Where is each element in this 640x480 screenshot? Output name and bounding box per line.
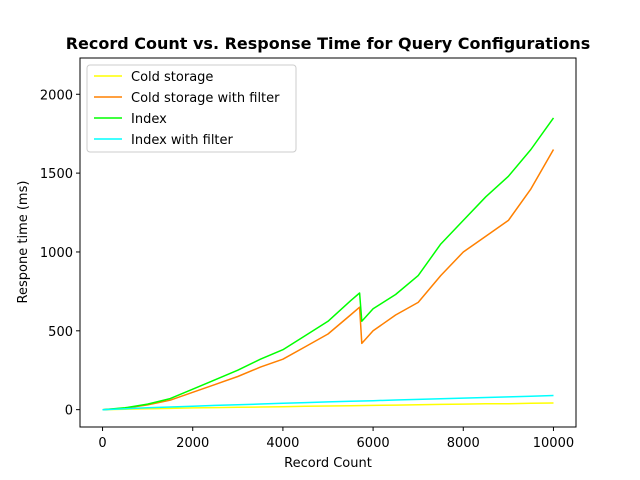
y-axis: 0 500 1000 1500 2000	[40, 88, 80, 419]
legend-label-3: Index with filter	[131, 133, 234, 148]
plot-frame	[79, 57, 577, 428]
y-tick-label: 500	[48, 325, 73, 340]
legend-box	[86, 64, 297, 153]
x-axis-title: Record Count	[284, 456, 372, 471]
x-tick-label: 6000	[357, 436, 390, 451]
legend-label-2: Index	[131, 112, 167, 127]
chart-title: Record Count vs. Response Time for Query…	[66, 34, 591, 53]
series-layer	[102, 117, 555, 411]
x-tick-label: 0	[98, 436, 106, 451]
y-tick-label: 1500	[40, 167, 73, 182]
x-tick-label: 10000	[533, 436, 574, 451]
y-tick-label: 2000	[40, 88, 73, 103]
series-line-0	[102, 402, 554, 411]
x-axis: 0 2000 4000 6000 8000 10000	[98, 427, 574, 451]
series-line-2	[102, 117, 555, 411]
y-tick-label: 0	[65, 404, 73, 419]
series-line-1	[102, 149, 555, 411]
y-tick-label: 1000	[40, 246, 73, 261]
legend-label-0: Cold storage	[131, 70, 213, 85]
x-tick-label: 4000	[266, 436, 299, 451]
legend-label-1: Cold storage with filter	[131, 91, 280, 106]
series-line-3	[102, 394, 554, 411]
legend: Cold storage Cold storage with filter Inde…	[86, 64, 297, 153]
y-axis-title: Respone time (ms)	[16, 181, 31, 304]
x-tick-label: 8000	[447, 436, 480, 451]
x-tick-label: 2000	[176, 436, 209, 451]
